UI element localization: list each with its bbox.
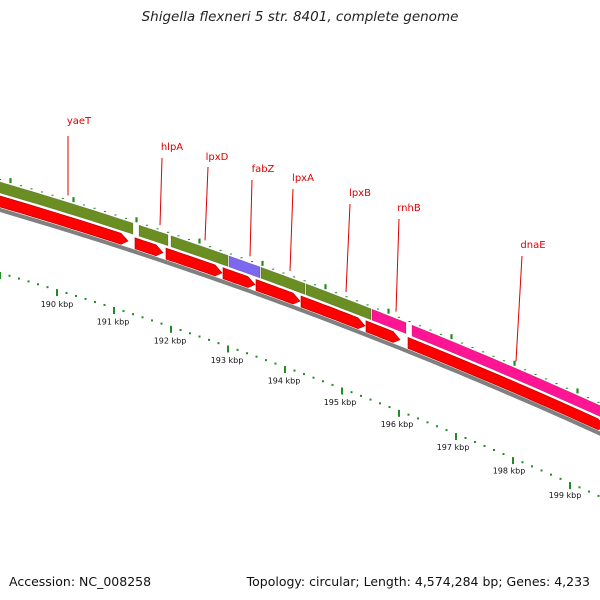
protein-arrow[interactable] xyxy=(0,195,129,245)
protein-arrow[interactable] xyxy=(165,247,223,277)
map-title: Shigella flexneri 5 str. 8401, complete … xyxy=(141,9,459,25)
gene-segment-lpxb[interactable] xyxy=(305,283,372,321)
scale-label: 194 kbp xyxy=(268,377,301,386)
gene-label-lpxb: lpxB xyxy=(349,188,371,199)
gene-label-lpxa: lpxA xyxy=(292,173,314,184)
genome-summary-text: Topology: circular; Length: 4,574,284 bp… xyxy=(246,574,590,589)
scale-label: 199 kbp xyxy=(549,491,582,500)
protein-arrow[interactable] xyxy=(407,336,600,431)
gene-label-rnhb: rnhB xyxy=(397,203,421,214)
gene-label-fabz: fabZ xyxy=(252,164,275,175)
leader-line xyxy=(515,255,523,362)
leader-line xyxy=(249,179,253,257)
scale-labels: 190 kbp 191 kbp 192 kbp 193 kbp 194 kbp 195 k… xyxy=(41,300,582,500)
leader-line xyxy=(345,203,351,293)
genome-backbone xyxy=(0,207,600,436)
gene-label-lpxd: lpxD xyxy=(206,152,229,163)
gene-label-yaet: yaeT xyxy=(67,116,92,127)
protein-arrow[interactable] xyxy=(365,320,401,343)
gene-segment-lpxd[interactable] xyxy=(170,235,229,267)
leader-line xyxy=(289,188,294,271)
accession-text: Accession: NC_008258 xyxy=(9,574,152,589)
label-leaders xyxy=(67,136,523,362)
protein-arrow[interactable] xyxy=(300,295,366,330)
scale-label: 195 kbp xyxy=(324,398,357,407)
gene-segment-fabz[interactable] xyxy=(228,255,261,279)
scale-label: 192 kbp xyxy=(154,336,187,345)
leader-line xyxy=(204,166,209,241)
gene-segment-hlpa[interactable] xyxy=(138,224,169,247)
protein-track xyxy=(0,195,600,431)
scale-label: 197 kbp xyxy=(437,443,470,452)
gene-segment-lpxa[interactable] xyxy=(260,266,306,295)
leader-line xyxy=(395,218,400,312)
upper-tick-track xyxy=(0,178,600,403)
scale-label: 198 kbp xyxy=(493,466,526,475)
backbone-line xyxy=(0,207,600,436)
scale-label: 190 kbp xyxy=(41,300,74,309)
protein-arrow[interactable] xyxy=(222,267,256,288)
gene-labels: yaeT hlpA lpxD fabZ lpxA lpxB rnhB dnaE xyxy=(67,116,546,251)
leader-line xyxy=(159,157,163,226)
scale-ticks xyxy=(0,272,600,497)
gene-segment-dnae[interactable] xyxy=(411,324,600,421)
gene-segment-yaet[interactable] xyxy=(0,181,134,235)
gene-track xyxy=(0,181,600,421)
gene-segment-rnhb[interactable] xyxy=(371,308,407,335)
gene-label-dnae: dnaE xyxy=(520,240,545,251)
protein-arrow[interactable] xyxy=(134,237,164,257)
scale-label: 196 kbp xyxy=(381,420,414,429)
gene-label-hlpa: hlpA xyxy=(161,142,183,153)
scale-label: 193 kbp xyxy=(211,356,244,365)
scale-label: 191 kbp xyxy=(97,318,130,327)
protein-arrow[interactable] xyxy=(255,279,301,305)
